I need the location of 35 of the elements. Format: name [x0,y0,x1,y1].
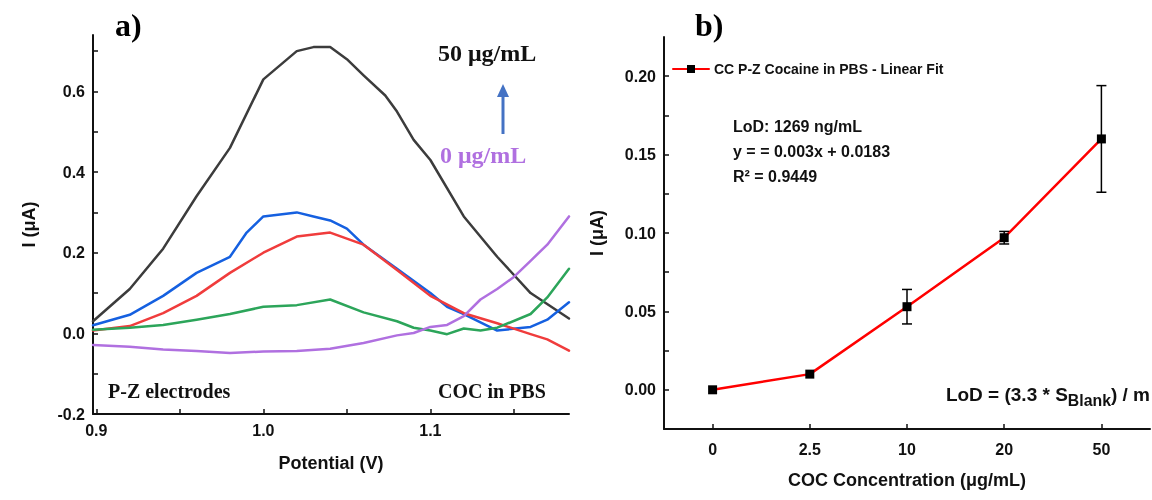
x-tick-label: 0.9 [85,421,108,439]
legend-label: CC P-Z Cocaine in PBS - Linear Fit [714,61,944,77]
annotation: 50 μg/mL [438,40,537,67]
annotation: P-Z electrodes [108,380,231,403]
annotation: y = = 0.003x + 0.0183 [733,143,891,161]
y-tick-label: 0.00 [624,381,657,399]
x-tick-label: 1.0 [252,421,275,439]
line-series [91,45,571,323]
y-tick-label: 0.2 [62,244,86,262]
chart-title: a) [115,7,142,43]
chart-title: b) [695,7,724,43]
y-axis-title: I (μA) [19,201,39,248]
line-series [91,267,571,336]
x-axis-title: Potential (V) [278,453,384,473]
annotation: LoD = (3.3 * S$_{Blank}$) / m [945,384,1150,410]
annotation: LoD: 1269 ng/mL [733,118,862,136]
x-tick-label: 20 [995,440,1014,458]
x-tick-label: 0 [708,440,718,458]
annotation: 0 μg/mL [440,142,527,169]
y-tick-label: 0.6 [62,82,86,100]
y-axis-title: I (μA) [587,209,607,257]
y-tick-label: -0.2 [57,405,86,423]
y-tick-label: 0.20 [624,67,657,85]
x-tick-label: 2.5 [798,440,822,458]
x-tick-label: 50 [1092,440,1111,458]
x-tick-label: 1.1 [419,421,442,439]
annotation: COC in PBS [438,380,546,403]
x-tick-label: 10 [898,440,916,458]
y-tick-label: 0.15 [624,146,657,164]
y-tick-label: 0.10 [624,224,657,242]
annotation: R² = 0.9449 [733,168,818,186]
y-tick-label: 0.0 [62,324,86,342]
y-tick-label: 0.05 [624,302,657,320]
x-axis-title: COC Concentration (μg/mL) [788,470,1026,490]
y-tick-label: 0.4 [62,163,86,181]
